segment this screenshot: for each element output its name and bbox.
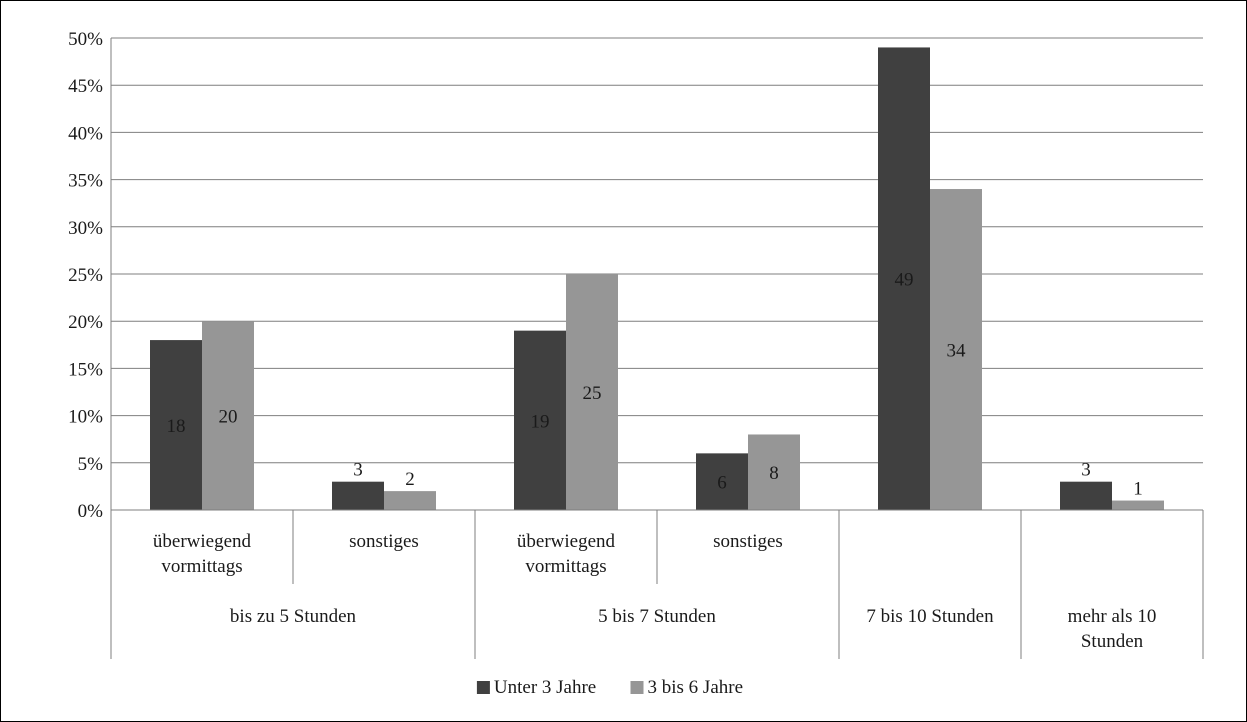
bars — [150, 47, 1164, 511]
y-tick-label: 10% — [68, 407, 103, 428]
y-tick-label: 5% — [78, 454, 104, 475]
bar — [384, 491, 436, 510]
data-label: 20 — [219, 407, 238, 428]
data-label: 2 — [405, 469, 415, 490]
x-group-label: bis zu 5 Stunden — [230, 606, 357, 627]
bar — [878, 47, 930, 510]
y-tick-label: 45% — [68, 76, 103, 97]
legend-swatch — [476, 681, 490, 694]
y-tick-label: 30% — [68, 218, 103, 239]
y-tick-label: 40% — [68, 123, 103, 144]
legend-label: Unter 3 Jahre — [494, 677, 596, 698]
x-category-label: vormittags — [161, 556, 242, 577]
bar — [930, 189, 982, 511]
x-category-label: überwiegend — [517, 531, 616, 552]
x-group-label: mehr als 10 — [1068, 606, 1157, 627]
data-labels: 18 20 3 2 19 25 6 8 49 34 3 1 — [167, 270, 1143, 500]
data-label: 3 — [353, 460, 363, 481]
data-label: 25 — [583, 383, 602, 404]
bar — [202, 321, 254, 510]
x-category-label: vormittags — [525, 556, 606, 577]
y-tick-label: 20% — [68, 312, 103, 333]
x-group-label: Stunden — [1081, 631, 1144, 652]
x-category-label: sonstiges — [349, 531, 419, 552]
data-label: 3 — [1081, 460, 1091, 481]
data-label: 34 — [947, 341, 967, 362]
y-tick-label: 0% — [78, 501, 104, 522]
bar — [696, 453, 748, 510]
legend-swatch — [630, 681, 644, 694]
axes: 0% 5% 10% 15% 20% 25% 30% 35% 40% 45% 50% überwiege… — [68, 29, 1204, 659]
gridlines — [111, 37, 1203, 511]
x-category-label: überwiegend — [153, 531, 252, 552]
data-label: 8 — [769, 463, 779, 484]
bar — [1112, 500, 1164, 510]
y-tick-label: 50% — [68, 29, 103, 50]
bar — [1060, 481, 1112, 510]
data-label: 6 — [717, 473, 727, 494]
legend-label: 3 bis 6 Jahre — [648, 677, 744, 698]
bar — [566, 274, 618, 510]
y-tick-label: 15% — [68, 359, 103, 380]
x-group-label: 5 bis 7 Stunden — [598, 606, 716, 627]
y-tick-label: 35% — [68, 171, 103, 192]
bar — [150, 340, 202, 510]
data-label: 1 — [1133, 479, 1143, 500]
x-group-label: 7 bis 10 Stunden — [866, 606, 994, 627]
data-label: 18 — [167, 416, 186, 437]
x-category-label: sonstiges — [713, 531, 783, 552]
bar — [748, 434, 800, 510]
bar — [514, 330, 566, 510]
y-tick-label: 25% — [68, 265, 103, 286]
legend: Unter 3 Jahre 3 bis 6 Jahre — [476, 677, 744, 698]
data-label: 19 — [531, 411, 550, 432]
data-label: 49 — [895, 270, 914, 291]
bar — [332, 481, 384, 510]
